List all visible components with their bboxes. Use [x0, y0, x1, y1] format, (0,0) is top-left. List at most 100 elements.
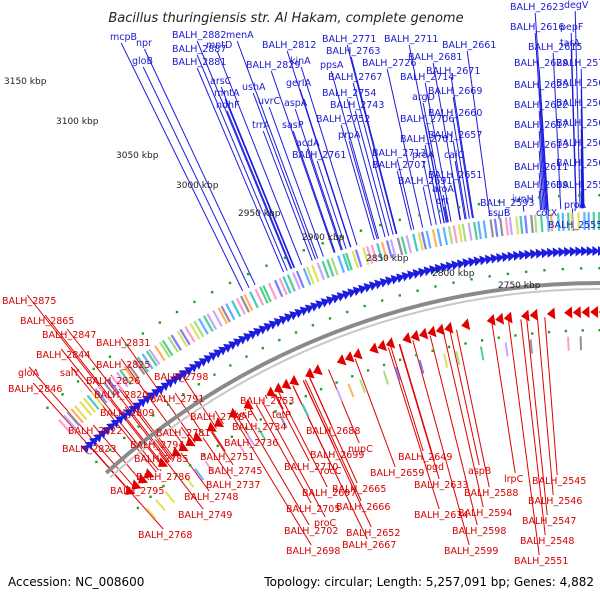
- cog-feature: [240, 295, 251, 313]
- ring-tick-dot: [517, 198, 521, 201]
- reverse-gene-label: BALH_2781: [156, 428, 210, 439]
- forward-gene-arrow: [284, 313, 293, 323]
- reverse-gene-label: lrpC: [504, 474, 524, 485]
- reverse-gene-label: BALH_2702: [284, 526, 338, 537]
- ring-tick-dot: [464, 342, 467, 345]
- forward-gene-leader: [538, 68, 549, 210]
- forward-gene-label: BALH_2622: [514, 100, 568, 111]
- ring-tick-dot: [137, 425, 140, 428]
- reverse-gene-arrow: [178, 441, 189, 452]
- cog-feature: [530, 214, 534, 233]
- ring-tick-dot: [311, 324, 315, 327]
- forward-gene-leader: [396, 170, 412, 231]
- ring-tick-dot: [351, 375, 354, 378]
- reverse-gene-label: BALH_2809: [100, 408, 154, 419]
- cog-feature: [389, 239, 397, 258]
- reverse-gene-arrow: [427, 325, 437, 338]
- ring-tick-dot: [415, 353, 418, 357]
- ring-tick-dot: [543, 269, 546, 272]
- forward-gene-arrow: [336, 292, 346, 302]
- forward-gene-label: mcpB: [110, 32, 137, 43]
- forward-gene-leader: [300, 66, 358, 246]
- forward-gene-label: BALH_2671: [426, 66, 480, 77]
- cog-feature: [436, 228, 443, 247]
- reverse-gene-label: BALH_2749: [178, 510, 232, 521]
- cog-feature: [70, 408, 84, 424]
- reverse-gene-label: BALH_2599: [444, 546, 498, 557]
- reverse-gene-leader: [399, 343, 435, 462]
- ring-tick-dot: [398, 294, 401, 297]
- forward-gene-label: BALH_2629: [514, 58, 568, 69]
- cog-feature: [63, 414, 77, 430]
- forward-gene-label: BALH_2615: [528, 42, 582, 53]
- forward-gene-leader: [226, 110, 293, 269]
- forward-gene-arrow: [473, 256, 482, 267]
- cog-feature: [176, 330, 188, 348]
- reverse-gene-leader: [131, 492, 164, 530]
- cog-feature: [267, 282, 278, 300]
- forward-gene-label: BALH_2555: [548, 220, 600, 231]
- reverse-gene-arrow: [274, 382, 284, 394]
- reverse-gene-leader: [210, 431, 234, 466]
- forward-gene-label: BALH_2566: [556, 98, 600, 109]
- forward-gene-label: npr: [136, 38, 152, 49]
- forward-gene-arrow: [80, 444, 90, 454]
- forward-gene-label: BALH_2691: [398, 176, 452, 187]
- reverse-gene-label: BALH_2659: [370, 468, 424, 479]
- forward-gene-label: BALH_2593: [480, 198, 534, 209]
- reverse-gene-label: BALH_2751: [200, 452, 254, 463]
- ring-tick-dot: [108, 448, 112, 451]
- forward-gene-arrow: [114, 416, 124, 425]
- cog-feature: [570, 212, 574, 231]
- forward-gene-arrow: [325, 296, 335, 306]
- reverse-gene-arrow: [206, 421, 217, 432]
- cog-feature: [225, 303, 236, 321]
- reverse-gene-leader: [28, 366, 137, 490]
- reverse-gene-leader: [456, 329, 490, 488]
- inner-feature: [347, 383, 355, 398]
- cog-feature: [206, 313, 218, 331]
- ring-tick-dot: [335, 381, 338, 384]
- cog-feature: [557, 213, 561, 232]
- cog-feature: [567, 212, 570, 231]
- reverse-gene-leader: [278, 392, 328, 488]
- forward-gene-label: BALH_2711: [384, 34, 438, 45]
- cog-feature: [539, 214, 544, 233]
- kbp-tick-label: 3050 kbp: [116, 151, 159, 161]
- forward-gene-arrow: [341, 290, 351, 300]
- forward-gene-label: BALH_2701: [400, 134, 454, 145]
- ring-tick-dot: [578, 194, 581, 197]
- reverse-gene-label: BALH_2831: [96, 338, 150, 349]
- ring-tick-dot: [46, 406, 49, 409]
- forward-gene-arrow: [169, 376, 179, 385]
- forward-gene-arrow: [218, 346, 228, 356]
- reverse-gene-arrow: [572, 306, 581, 319]
- cog-feature: [107, 378, 120, 394]
- cog-feature: [161, 339, 174, 357]
- reverse-gene-arrow: [353, 348, 363, 360]
- cog-feature: [396, 237, 404, 256]
- reverse-gene-arrow: [581, 306, 590, 319]
- cog-feature: [489, 219, 495, 238]
- forward-gene-arrow: [101, 426, 111, 436]
- reverse-gene-leader: [274, 394, 310, 462]
- ring-tick-dot: [95, 460, 98, 464]
- forward-gene-arrow: [198, 358, 208, 367]
- cog-feature: [365, 245, 374, 264]
- forward-gene-arrow: [563, 246, 572, 257]
- forward-gene-arrow: [155, 385, 165, 395]
- forward-gene-arrow: [347, 288, 357, 298]
- forward-gene-label: BALH_2661: [442, 40, 496, 51]
- reverse-gene-label: BALH_2825: [96, 360, 150, 371]
- forward-gene-leader: [452, 140, 467, 220]
- reverse-gene-label: BALH_2791: [150, 394, 204, 405]
- ring-tick-dot: [149, 495, 152, 499]
- forward-gene-label: ssuB: [488, 208, 510, 219]
- cog-feature: [184, 325, 196, 343]
- inner-feature: [418, 359, 425, 374]
- cog-feature: [405, 235, 412, 254]
- forward-gene-leader: [396, 158, 415, 230]
- ring-tick-dot: [346, 310, 349, 314]
- reverse-gene-label: BALH_2667: [342, 540, 396, 551]
